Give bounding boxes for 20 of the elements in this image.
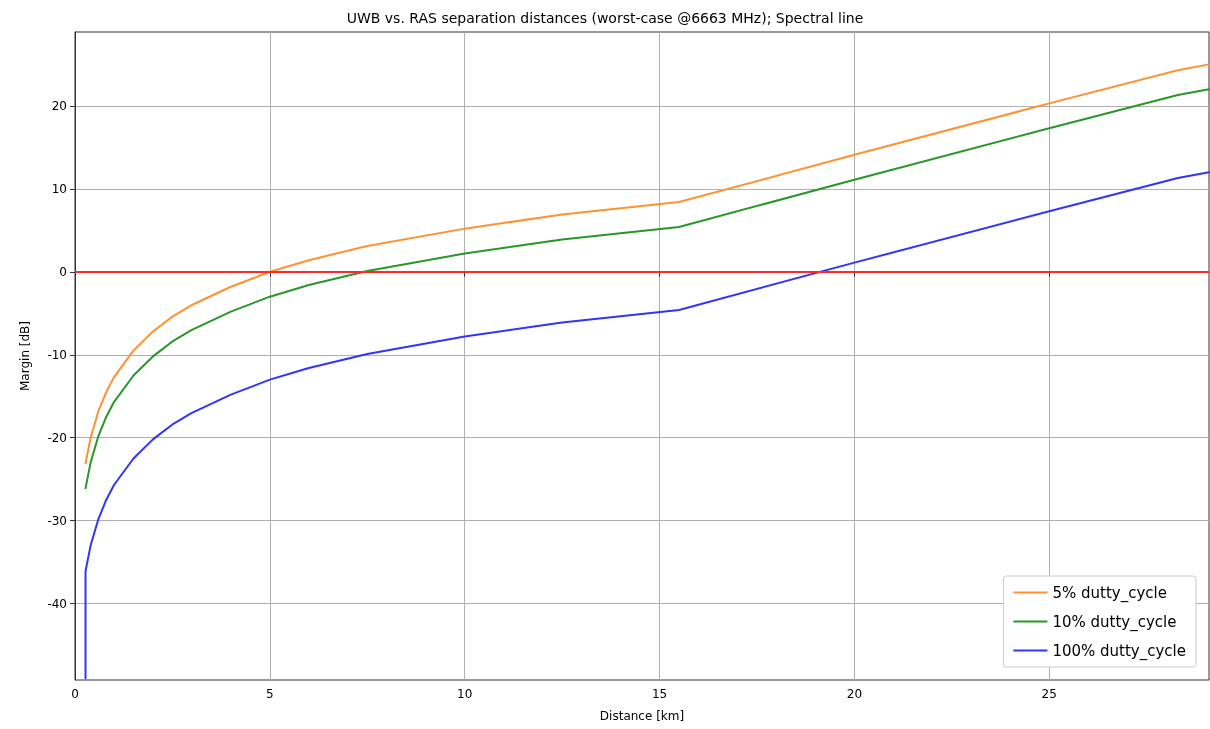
x-tick-label: 20 bbox=[846, 687, 863, 701]
x-tick-label: 0 bbox=[71, 687, 79, 701]
y-tick-label: -10 bbox=[47, 347, 67, 362]
y-tick-label: 10 bbox=[51, 181, 67, 196]
y-axis-title: Margin [dB] bbox=[18, 320, 32, 392]
legend-label: 100% dutty_cycle bbox=[1052, 641, 1187, 661]
chart-title: UWB vs. RAS separation distances (worst-case @6663 MHz); Spectral line bbox=[346, 10, 864, 26]
legend-label: 10% dutty_cycle bbox=[1052, 612, 1177, 632]
y-tick-label: 20 bbox=[51, 98, 67, 113]
x-tick-label: 25 bbox=[1041, 687, 1057, 701]
x-axis-title: Distance [km] bbox=[599, 709, 685, 723]
y-tick-label: -40 bbox=[47, 596, 67, 611]
x-tick-label: 10 bbox=[457, 687, 473, 701]
x-tick-label: 15 bbox=[651, 687, 668, 701]
line-series bbox=[84, 171, 1210, 680]
legend-label: 5% dutty_cycle bbox=[1052, 583, 1167, 603]
y-tick-label: 0 bbox=[59, 264, 67, 279]
y-tick-label: -20 bbox=[47, 430, 67, 445]
x-tick-label: 5 bbox=[266, 687, 274, 701]
y-tick-label: -30 bbox=[47, 513, 67, 528]
